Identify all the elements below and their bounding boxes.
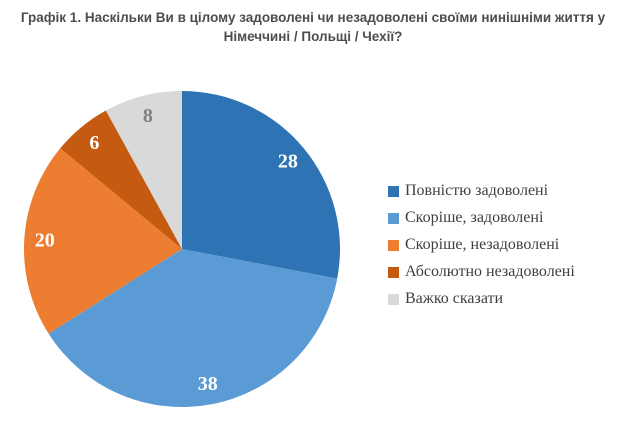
legend-swatch (388, 212, 399, 224)
legend-item: Абсолютно незадоволені (388, 263, 575, 281)
legend-label: Абсолютно незадоволені (405, 263, 575, 280)
pie-data-label-3: 6 (89, 132, 99, 154)
pie-slice-0 (182, 91, 340, 279)
pie-slice-4 (105, 91, 182, 249)
legend-item: Скоріше, задоволені (388, 209, 575, 227)
legend-swatch (388, 266, 399, 278)
legend-label: Важко сказати (405, 290, 504, 307)
pie-data-label-2: 20 (35, 229, 55, 251)
pie-data-label-4: 8 (143, 105, 153, 127)
legend-label: Скоріше, незадоволені (405, 236, 560, 253)
pie-slice-1 (48, 249, 338, 408)
pie-data-label-1: 38 (198, 373, 218, 395)
legend-swatch (388, 293, 399, 305)
legend-item: Важко сказати (388, 290, 575, 308)
pie-data-label-0: 28 (278, 150, 298, 172)
pie-slice-3 (60, 110, 182, 249)
legend-swatch (388, 185, 399, 197)
pie-chart: 28 38 20 6 8 (23, 91, 340, 408)
legend-swatch (388, 239, 399, 251)
legend-label: Повністю задоволені (405, 182, 549, 199)
chart-title-line2: Німеччині / Польщі / Чехії? (223, 29, 403, 44)
legend-item: Повністю задоволені (388, 182, 575, 200)
chart-title-line1: Графік 1. Наскільки Ви в цілому задоволе… (20, 10, 606, 25)
legend-label: Скоріше, задоволені (405, 209, 544, 226)
chart-title: Графік 1. Наскільки Ви в цілому задоволе… (0, 8, 626, 46)
legend-item: Скоріше, незадоволені (388, 236, 575, 254)
legend: Повністю задоволені Скоріше, задоволені … (388, 182, 575, 308)
pie-slice-2 (23, 148, 182, 334)
